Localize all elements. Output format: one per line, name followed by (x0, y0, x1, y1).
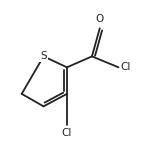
Text: O: O (96, 14, 104, 24)
Text: Cl: Cl (121, 62, 131, 72)
Text: Cl: Cl (62, 128, 72, 138)
Text: S: S (40, 51, 47, 61)
